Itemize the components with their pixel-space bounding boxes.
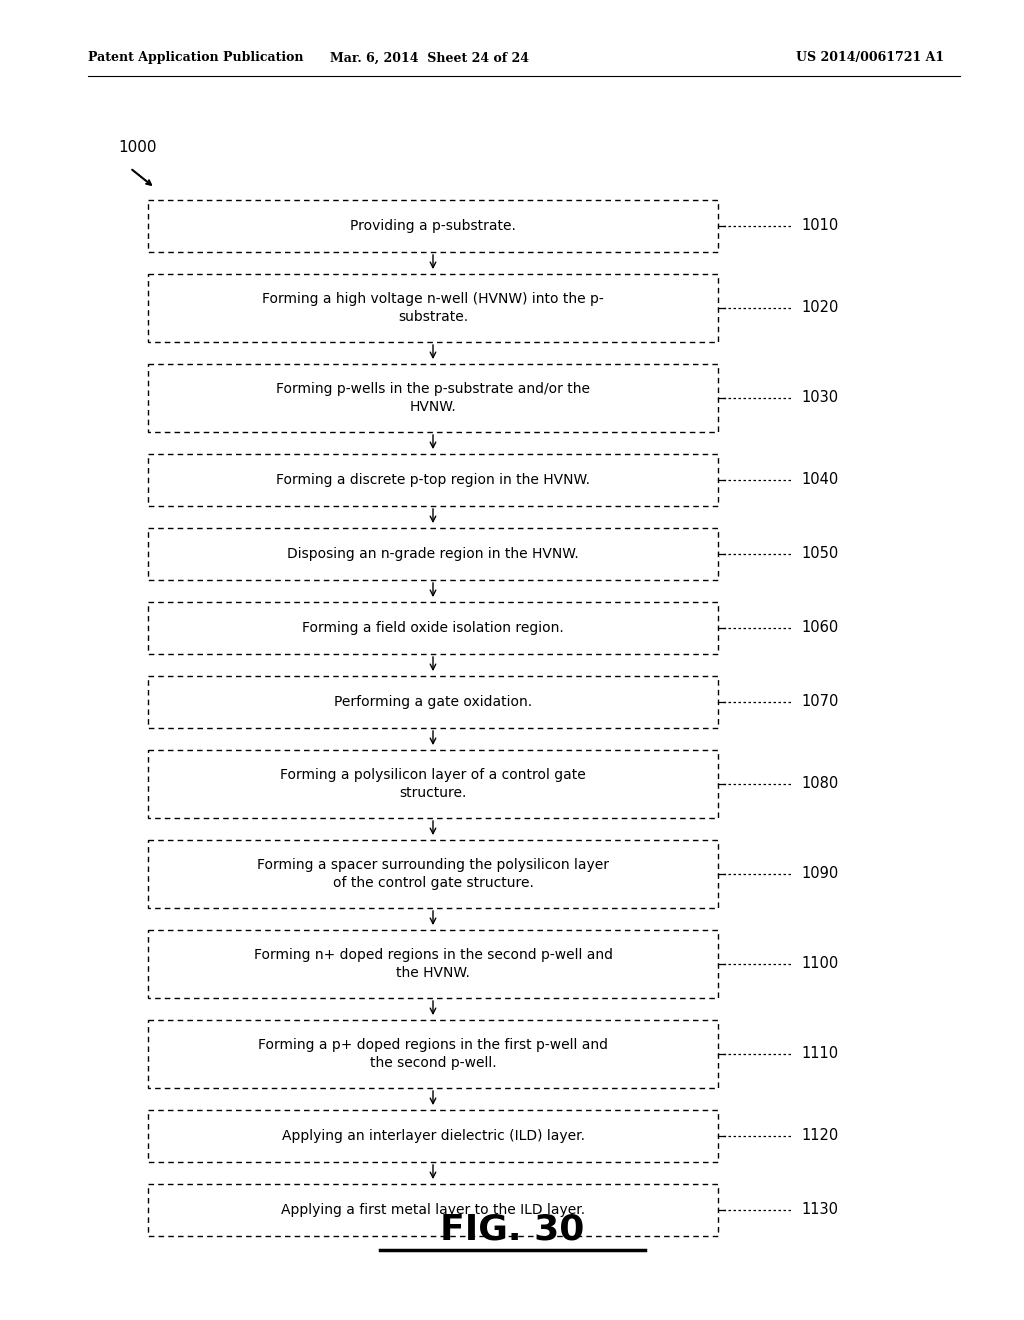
Bar <box>148 528 718 579</box>
Text: Forming a polysilicon layer of a control gate
structure.: Forming a polysilicon layer of a control… <box>281 768 586 800</box>
Text: Forming a high voltage n-well (HVNW) into the p-
substrate.: Forming a high voltage n-well (HVNW) int… <box>262 292 604 325</box>
Bar <box>148 750 718 818</box>
Text: 1080: 1080 <box>801 776 839 792</box>
Bar <box>148 275 718 342</box>
Text: Disposing an n-grade region in the HVNW.: Disposing an n-grade region in the HVNW. <box>287 546 579 561</box>
Text: Applying an interlayer dielectric (ILD) layer.: Applying an interlayer dielectric (ILD) … <box>282 1129 585 1143</box>
Text: US 2014/0061721 A1: US 2014/0061721 A1 <box>796 51 944 65</box>
Text: 1070: 1070 <box>801 694 839 710</box>
Bar <box>148 602 718 653</box>
Bar <box>148 676 718 729</box>
Text: Patent Application Publication: Patent Application Publication <box>88 51 303 65</box>
Text: 1110: 1110 <box>801 1047 838 1061</box>
Text: Applying a first metal layer to the ILD layer.: Applying a first metal layer to the ILD … <box>281 1203 585 1217</box>
Text: 1090: 1090 <box>801 866 839 882</box>
Bar <box>148 1110 718 1162</box>
Text: Forming n+ doped regions in the second p-well and
the HVNW.: Forming n+ doped regions in the second p… <box>254 948 612 981</box>
Bar <box>148 931 718 998</box>
Text: Forming a p+ doped regions in the first p-well and
the second p-well.: Forming a p+ doped regions in the first … <box>258 1038 608 1071</box>
Text: Forming a discrete p-top region in the HVNW.: Forming a discrete p-top region in the H… <box>276 473 590 487</box>
Text: 1040: 1040 <box>801 473 839 487</box>
Text: 1060: 1060 <box>801 620 839 635</box>
Text: Performing a gate oxidation.: Performing a gate oxidation. <box>334 696 532 709</box>
Text: 1010: 1010 <box>801 219 839 234</box>
Bar <box>148 1020 718 1088</box>
Text: Forming a field oxide isolation region.: Forming a field oxide isolation region. <box>302 620 564 635</box>
Text: 1000: 1000 <box>118 140 157 156</box>
Text: 1120: 1120 <box>801 1129 839 1143</box>
Text: Forming a spacer surrounding the polysilicon layer
of the control gate structure: Forming a spacer surrounding the polysil… <box>257 858 609 890</box>
Text: 1100: 1100 <box>801 957 839 972</box>
Text: Providing a p-substrate.: Providing a p-substrate. <box>350 219 516 234</box>
Text: Forming p-wells in the p-substrate and/or the
HVNW.: Forming p-wells in the p-substrate and/o… <box>276 381 590 414</box>
Text: FIG. 30: FIG. 30 <box>440 1213 584 1247</box>
Text: 1130: 1130 <box>801 1203 838 1217</box>
Text: Mar. 6, 2014  Sheet 24 of 24: Mar. 6, 2014 Sheet 24 of 24 <box>331 51 529 65</box>
Bar <box>148 840 718 908</box>
Bar <box>148 1184 718 1236</box>
Bar <box>148 454 718 506</box>
Bar <box>148 201 718 252</box>
Text: 1020: 1020 <box>801 301 839 315</box>
Bar <box>148 364 718 432</box>
Text: 1050: 1050 <box>801 546 839 561</box>
Text: 1030: 1030 <box>801 391 838 405</box>
